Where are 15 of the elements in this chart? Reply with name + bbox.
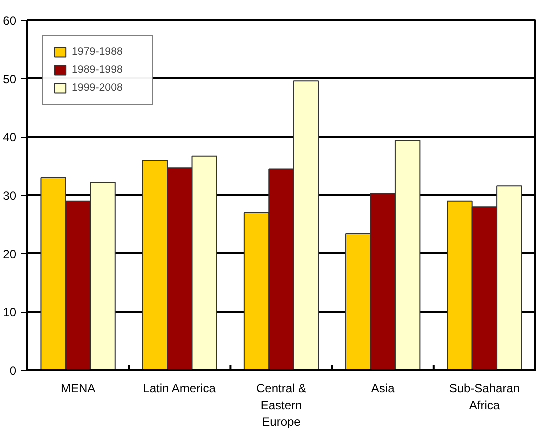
legend-label: 1979-1988: [72, 46, 124, 58]
y-tick-label: 50: [3, 72, 17, 86]
y-tick-label: 20: [3, 247, 17, 262]
legend-label: 1999-2008: [72, 82, 124, 94]
x-tick-label: Central & Eastern Europe: [256, 382, 307, 430]
y-tick-label: 40: [3, 130, 17, 145]
x-tick-label: MENA: [60, 382, 96, 396]
x-tick-label: Asia: [371, 382, 396, 396]
y-tick-label: 30: [3, 189, 17, 203]
x-tick-label: Latin America: [143, 382, 216, 396]
x-tick-label: Sub-Saharan Africa: [449, 382, 520, 412]
legend-label: 1989-1998: [72, 64, 124, 76]
y-tick-label: 0: [10, 364, 17, 378]
y-tick-label: 10: [3, 306, 17, 320]
y-tick-label: 60: [3, 14, 17, 28]
